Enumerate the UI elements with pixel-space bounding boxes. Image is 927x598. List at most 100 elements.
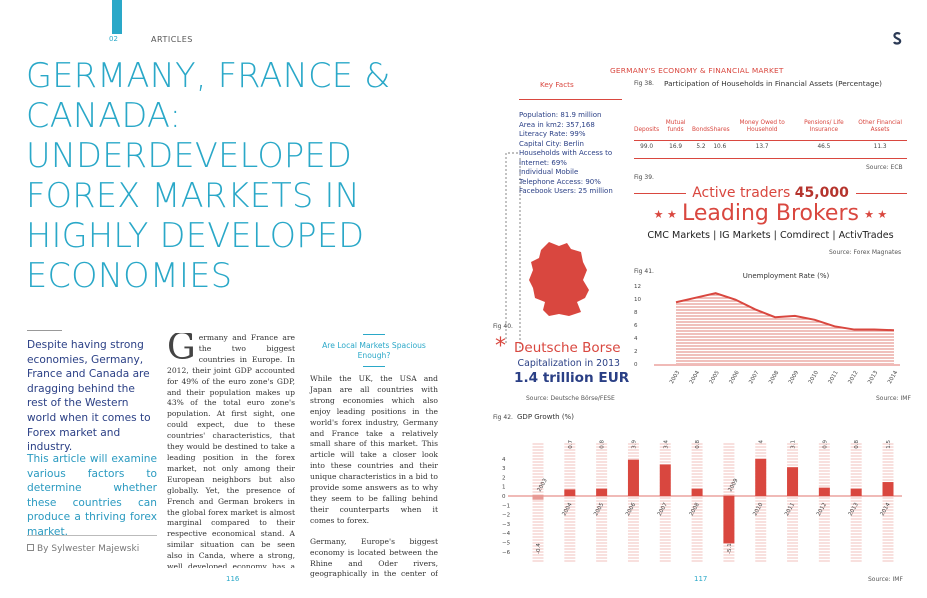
data-label: -5.1 bbox=[727, 543, 733, 554]
y-tick-label: 4 bbox=[502, 457, 506, 463]
bar bbox=[627, 459, 639, 496]
figure-title: Participation of Households in Financial… bbox=[664, 79, 883, 88]
divider bbox=[27, 330, 62, 331]
divider bbox=[363, 334, 385, 335]
key-fact: Individual Mobile bbox=[519, 168, 579, 176]
asterisk-icon: * bbox=[495, 334, 506, 359]
data-label: 3.4 bbox=[663, 440, 669, 449]
bar bbox=[755, 458, 767, 496]
section-label: ARTICLES bbox=[151, 35, 193, 44]
bar bbox=[564, 489, 576, 496]
y-tick-label: −5 bbox=[502, 541, 511, 547]
page-tag: 02 bbox=[109, 35, 118, 43]
divider bbox=[634, 158, 907, 159]
divider bbox=[363, 366, 385, 367]
y-tick-label: 0 bbox=[634, 362, 638, 368]
table-cell: 5.2 bbox=[696, 144, 706, 151]
y-tick-label: 3 bbox=[502, 466, 506, 472]
table-cell: 16.9 bbox=[669, 144, 683, 151]
x-tick-label: 2014 bbox=[887, 370, 899, 386]
data-label: 3.9 bbox=[631, 440, 637, 449]
bar bbox=[818, 487, 830, 496]
figure-label: Fig 41. bbox=[634, 268, 654, 275]
article-text: Germany, Europe's biggest economy is loc… bbox=[310, 536, 438, 581]
key-fact: Capital City: Berlin bbox=[519, 139, 584, 148]
x-tick-label: 2012 bbox=[847, 370, 859, 385]
divider bbox=[27, 535, 157, 536]
y-tick-label: 2 bbox=[634, 349, 638, 355]
source-note: Source: Deutsche Börse/FESE bbox=[526, 395, 615, 402]
data-label: 0.8 bbox=[600, 440, 606, 449]
headline-line: GERMANY, FRANCE & bbox=[26, 56, 391, 95]
source-note: Source: Forex Magnates bbox=[829, 249, 902, 256]
y-tick-label: 4 bbox=[634, 336, 638, 342]
table-cell: 11.3 bbox=[873, 144, 887, 151]
data-label: 3.1 bbox=[791, 440, 797, 449]
capitalization-label: Capitalization in 2013 bbox=[517, 358, 620, 369]
byline-author: By Sylwester Majewski bbox=[37, 544, 140, 554]
x-tick-label: 2006 bbox=[728, 370, 740, 386]
bar bbox=[691, 488, 703, 496]
key-fact: Facebook Users: 25 million bbox=[519, 187, 613, 195]
x-tick-label: 2011 bbox=[828, 370, 840, 385]
assets-table: Deposits Mutual funds Bonds Shares Money… bbox=[634, 106, 907, 154]
data-label: 0.9 bbox=[822, 440, 828, 449]
page-number: 116 bbox=[226, 575, 240, 583]
figure-label: Fig 40. bbox=[493, 323, 513, 330]
table-cell: 46.5 bbox=[817, 144, 831, 151]
key-fact: Population: 81.9 million bbox=[519, 111, 602, 119]
bar bbox=[723, 496, 735, 544]
headline-line: HIGHLY DEVELOPED bbox=[26, 216, 365, 255]
x-tick-label: 2010 bbox=[808, 370, 820, 386]
data-label: 0.7 bbox=[568, 440, 574, 449]
y-tick-label: 8 bbox=[634, 310, 638, 316]
y-tick-label: −1 bbox=[502, 503, 510, 509]
y-tick-label: −4 bbox=[502, 531, 511, 537]
key-fact: Internet: 69% bbox=[519, 158, 567, 167]
data-label: 4 bbox=[759, 440, 765, 444]
x-tick-label: 2007 bbox=[748, 370, 760, 386]
infographic-title: GERMANY'S ECONOMY & FINANCIAL MARKET bbox=[610, 66, 784, 75]
table-header: Shares bbox=[709, 127, 730, 133]
unemployment-chart: Unemployment Rate (%) 0 2 4 6 8 10 12 2003 2004 20… bbox=[634, 272, 900, 386]
exchange-name: Deutsche Borse bbox=[514, 340, 621, 356]
bar bbox=[532, 496, 544, 500]
key-fact: Literacy Rate: 99% bbox=[519, 130, 586, 138]
table-header: Deposits bbox=[634, 127, 660, 133]
bar bbox=[787, 467, 799, 496]
y-tick-label: 1 bbox=[502, 485, 506, 491]
data-label: 0.8 bbox=[695, 440, 701, 449]
square-icon bbox=[27, 544, 34, 551]
y-tick-label: 10 bbox=[634, 297, 641, 303]
lead-paragraph-secondary: This article will examine various factor… bbox=[27, 453, 157, 538]
table-header: Other Financial Assets bbox=[858, 120, 902, 133]
key-fact: Households with Access to bbox=[519, 149, 613, 157]
x-tick-label: 2013 bbox=[867, 370, 879, 386]
table-header: Money Owed to Household bbox=[739, 120, 785, 133]
figure-label: Fig 38. bbox=[634, 80, 654, 87]
data-label: 1.5 bbox=[886, 440, 892, 449]
table-header: Pensions/ Life Insurance bbox=[804, 120, 844, 133]
key-fact: Telephone Access: 90% bbox=[519, 177, 601, 186]
table-cell: 13.7 bbox=[755, 144, 769, 151]
y-tick-label: −3 bbox=[502, 522, 511, 528]
table-cell: 99.0 bbox=[640, 144, 654, 151]
y-tick-label: −6 bbox=[502, 550, 511, 556]
bar bbox=[850, 488, 862, 496]
figure-label: Fig 42. bbox=[493, 414, 513, 421]
byline: By Sylwester Majewski bbox=[27, 544, 139, 554]
data-label: -0.4 bbox=[536, 543, 542, 554]
headline-line: UNDERDEVELOPED bbox=[26, 136, 353, 175]
bar bbox=[882, 482, 894, 496]
x-tick-label: 2009 bbox=[788, 370, 800, 386]
y-tick-label: −2 bbox=[502, 513, 510, 519]
active-traders-label: Active traders bbox=[692, 185, 791, 201]
headline-line: ECONOMIES bbox=[26, 256, 233, 295]
article-column-2: Are Local Markets Spacious Enough? While… bbox=[310, 334, 438, 581]
divider bbox=[634, 193, 686, 194]
table-header: Mutual funds bbox=[665, 120, 686, 133]
bar bbox=[659, 464, 671, 496]
series-line bbox=[675, 292, 895, 332]
connector-lines bbox=[505, 152, 521, 353]
